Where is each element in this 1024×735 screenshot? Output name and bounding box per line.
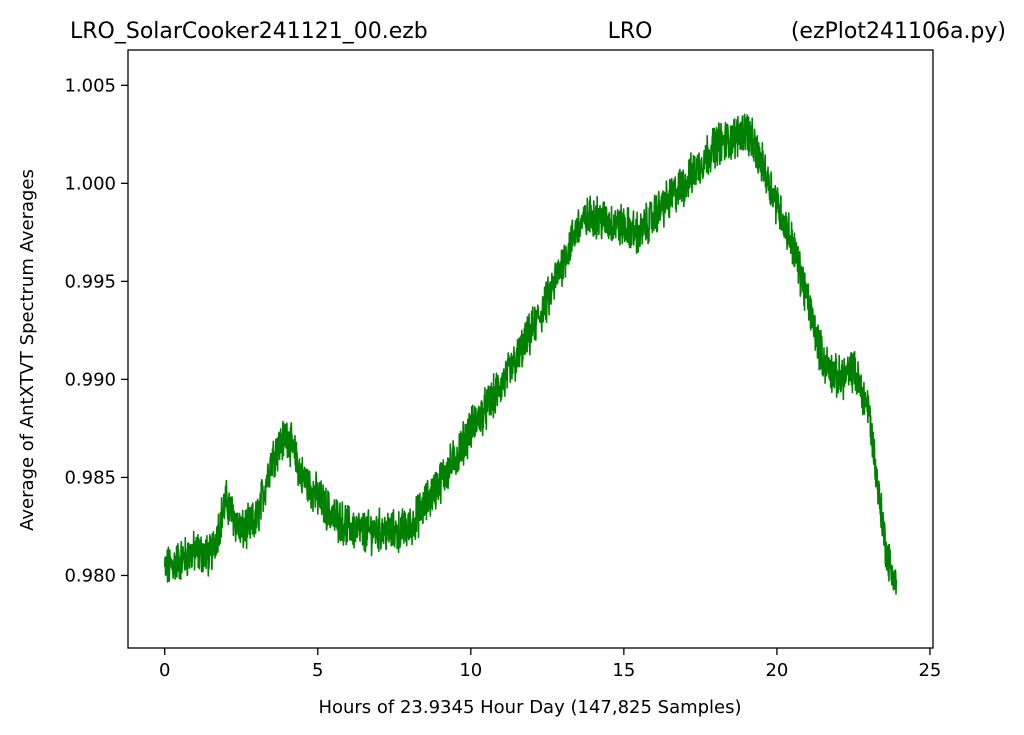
x-axis: 0 5 10 15 20 25	[159, 648, 941, 681]
x-tick-label: 15	[612, 660, 635, 681]
series-line	[163, 113, 898, 595]
y-tick-label: 0.980	[64, 565, 116, 586]
y-axis: 0.980 0.985 0.990 0.995 1.000 1.005	[64, 75, 128, 586]
chart-title-center: LRO	[608, 19, 653, 44]
y-axis-label: Average of AntXTVT Spectrum Averages	[17, 169, 38, 531]
y-tick-label: 1.005	[64, 75, 116, 96]
x-tick-label: 20	[765, 660, 788, 681]
y-tick-label: 1.000	[64, 173, 116, 194]
x-tick-label: 10	[459, 660, 482, 681]
y-tick-label: 0.985	[64, 467, 116, 488]
chart-title-left: LRO_SolarCooker241121_00.ezb	[70, 19, 428, 44]
plot-area	[127, 49, 934, 649]
y-tick-label: 0.995	[64, 271, 116, 292]
x-tick-label: 25	[918, 660, 941, 681]
plot-frame	[127, 49, 934, 649]
chart-title-right: (ezPlot241106a.py)	[791, 19, 1006, 44]
x-tick-label: 0	[159, 660, 170, 681]
y-tick-label: 0.990	[64, 369, 116, 390]
series-layer	[163, 113, 898, 595]
x-axis-label: Hours of 23.9345 Hour Day (147,825 Sampl…	[318, 697, 741, 718]
x-tick-label: 5	[312, 660, 323, 681]
